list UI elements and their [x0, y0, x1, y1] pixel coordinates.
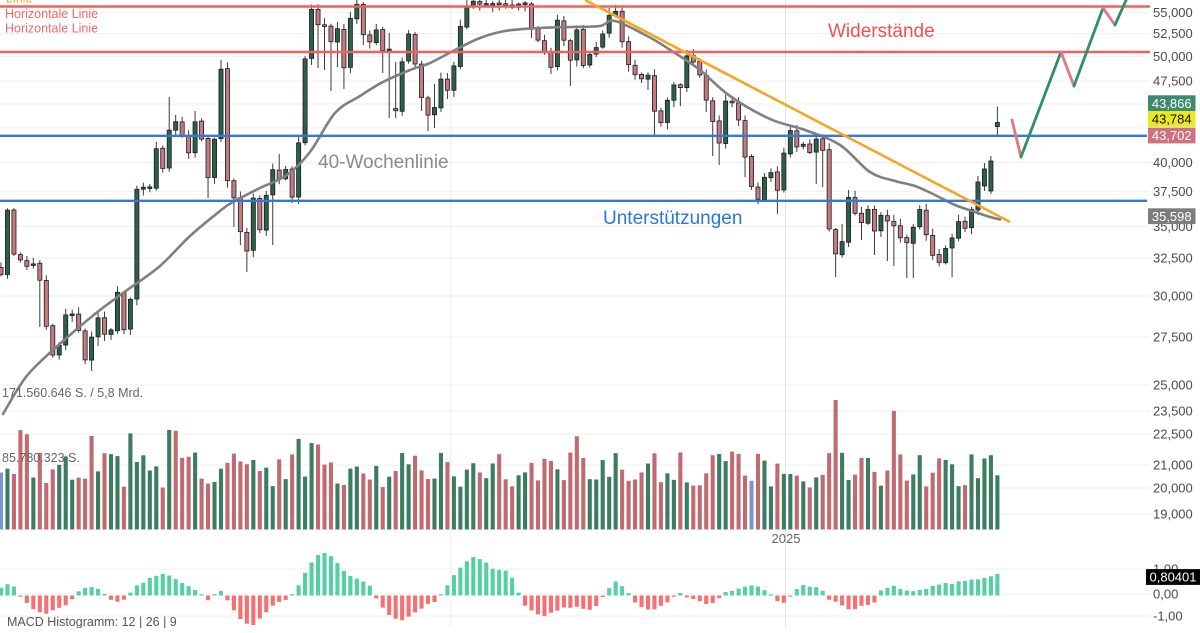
- svg-text:20,000: 20,000: [1153, 481, 1193, 496]
- svg-text:Horizontale Linie: Horizontale Linie: [5, 7, 98, 21]
- svg-text:Horizontale Linie: Horizontale Linie: [5, 22, 98, 36]
- svg-text:Widerstände: Widerstände: [828, 21, 935, 42]
- svg-text:30,000: 30,000: [1153, 289, 1193, 304]
- svg-text:35,598: 35,598: [1152, 209, 1192, 224]
- svg-text:50,000: 50,000: [1153, 49, 1193, 64]
- svg-text:47,500: 47,500: [1153, 74, 1193, 89]
- svg-text:27,500: 27,500: [1153, 330, 1193, 345]
- svg-text:43,784: 43,784: [1152, 112, 1192, 127]
- svg-text:85.780.323 S.: 85.780.323 S.: [2, 451, 80, 465]
- svg-text:40,000: 40,000: [1153, 155, 1193, 170]
- svg-text:25,000: 25,000: [1153, 378, 1193, 393]
- svg-text:43,702: 43,702: [1152, 128, 1192, 143]
- svg-text:40-Wochenlinie: 40-Wochenlinie: [318, 152, 449, 173]
- svg-text:171.560.646 S. / 5,8 Mrd.: 171.560.646 S. / 5,8 Mrd.: [2, 386, 143, 400]
- svg-text:22,500: 22,500: [1153, 427, 1193, 442]
- svg-text:0,00: 0,00: [1153, 587, 1178, 602]
- svg-text:21,000: 21,000: [1153, 458, 1193, 473]
- svg-text:37,500: 37,500: [1153, 184, 1193, 199]
- svg-text:MACD Histogramm: 12 | 26 | 9: MACD Histogramm: 12 | 26 | 9: [7, 615, 177, 628]
- svg-text:0,80401: 0,80401: [1150, 570, 1197, 585]
- svg-text:55,000: 55,000: [1153, 5, 1193, 20]
- svg-text:23,500: 23,500: [1153, 404, 1193, 419]
- svg-text:2025: 2025: [772, 531, 801, 546]
- svg-text:19,000: 19,000: [1153, 507, 1193, 522]
- svg-text:Unterstützungen: Unterstützungen: [603, 208, 742, 229]
- svg-text:Linie: Linie: [6, 0, 32, 6]
- svg-text:43,866: 43,866: [1152, 96, 1192, 111]
- svg-text:-1,00: -1,00: [1153, 609, 1183, 624]
- svg-text:52,500: 52,500: [1153, 26, 1193, 41]
- svg-text:32,500: 32,500: [1153, 251, 1193, 266]
